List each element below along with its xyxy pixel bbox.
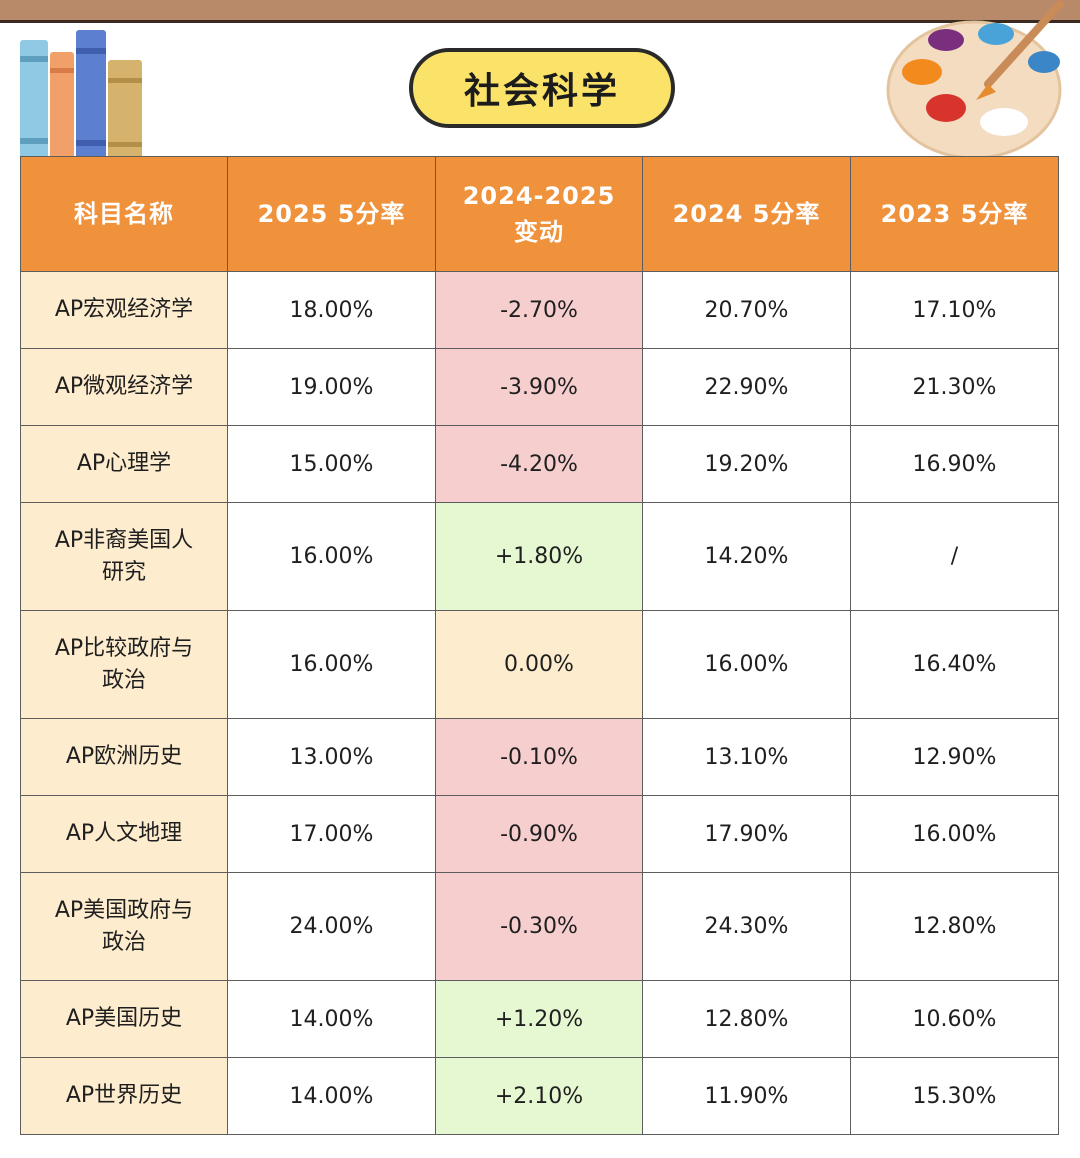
change-cell: +2.10% [435, 1057, 643, 1135]
header-2023-rate: 2023 5分率 [850, 156, 1059, 272]
subject-cell: AP心理学 [20, 425, 228, 503]
header-2024-rate: 2024 5分率 [642, 156, 851, 272]
rate-2025-cell: 14.00% [227, 980, 436, 1058]
table-row: AP欧洲历史 13.00% -0.10% 13.10% 12.90% [20, 718, 1059, 796]
rate-2025-cell: 14.00% [227, 1057, 436, 1135]
rate-2024-cell: 24.30% [642, 872, 851, 981]
books-icon [20, 30, 142, 162]
rate-2024-cell: 11.90% [642, 1057, 851, 1135]
rate-2024-cell: 12.80% [642, 980, 851, 1058]
subject-cell: AP人文地理 [20, 795, 228, 873]
change-cell: 0.00% [435, 610, 643, 719]
rate-2023-cell: 16.40% [850, 610, 1059, 719]
rate-2024-cell: 19.20% [642, 425, 851, 503]
rate-2025-cell: 15.00% [227, 425, 436, 503]
rate-2023-cell: 16.90% [850, 425, 1059, 503]
rate-2024-cell: 17.90% [642, 795, 851, 873]
rate-2023-cell: 10.60% [850, 980, 1059, 1058]
rate-2025-cell: 24.00% [227, 872, 436, 981]
header-subject: 科目名称 [20, 156, 228, 272]
table-body: AP宏观经济学 18.00% -2.70% 20.70% 17.10% AP微观经济学 19… [20, 271, 1059, 1135]
rate-2024-cell: 22.90% [642, 348, 851, 426]
subject-cell: AP非裔美国人 研究 [20, 502, 228, 611]
change-cell: -0.10% [435, 718, 643, 796]
subject-cell: AP美国历史 [20, 980, 228, 1058]
table-row: AP美国历史 14.00% +1.20% 12.80% 10.60% [20, 980, 1059, 1058]
rate-2025-cell: 18.00% [227, 271, 436, 349]
rate-2023-cell: / [850, 502, 1059, 611]
subject-cell: AP美国政府与 政治 [20, 872, 228, 981]
change-cell: +1.20% [435, 980, 643, 1058]
rate-2024-cell: 14.20% [642, 502, 851, 611]
change-cell: -0.90% [435, 795, 643, 873]
change-cell: -3.90% [435, 348, 643, 426]
table-row: AP非裔美国人 研究 16.00% +1.80% 14.20% / [20, 502, 1059, 611]
change-cell: -4.20% [435, 425, 643, 503]
table-row: AP美国政府与 政治 24.00% -0.30% 24.30% 12.80% [20, 872, 1059, 981]
palette-icon [886, 0, 1064, 160]
rate-2023-cell: 15.30% [850, 1057, 1059, 1135]
rate-2024-cell: 16.00% [642, 610, 851, 719]
header-change: 2024-2025 变动 [435, 156, 643, 272]
subject-cell: AP世界历史 [20, 1057, 228, 1135]
subject-cell: AP微观经济学 [20, 348, 228, 426]
change-cell: -2.70% [435, 271, 643, 349]
rate-2024-cell: 13.10% [642, 718, 851, 796]
rate-2025-cell: 19.00% [227, 348, 436, 426]
rate-2025-cell: 16.00% [227, 502, 436, 611]
rate-2024-cell: 20.70% [642, 271, 851, 349]
table-row: AP宏观经济学 18.00% -2.70% 20.70% 17.10% [20, 271, 1059, 349]
table-row: AP微观经济学 19.00% -3.90% 22.90% 21.30% [20, 348, 1059, 426]
table-header-row: 科目名称 2025 5分率 2024-2025 变动 2024 5分率 2023… [20, 156, 1059, 272]
header-2025-rate: 2025 5分率 [227, 156, 436, 272]
subject-cell: AP宏观经济学 [20, 271, 228, 349]
rate-2025-cell: 16.00% [227, 610, 436, 719]
rate-2023-cell: 12.80% [850, 872, 1059, 981]
pass-rate-table: 科目名称 2025 5分率 2024-2025 变动 2024 5分率 2023… [20, 156, 1059, 1135]
change-cell: -0.30% [435, 872, 643, 981]
table-row: AP心理学 15.00% -4.20% 19.20% 16.90% [20, 425, 1059, 503]
rate-2025-cell: 13.00% [227, 718, 436, 796]
rate-2023-cell: 16.00% [850, 795, 1059, 873]
table-row: AP世界历史 14.00% +2.10% 11.90% 15.30% [20, 1057, 1059, 1135]
subject-cell: AP欧洲历史 [20, 718, 228, 796]
top-border-bar [0, 0, 1080, 23]
table-row: AP比较政府与 政治 16.00% 0.00% 16.00% 16.40% [20, 610, 1059, 719]
rate-2023-cell: 12.90% [850, 718, 1059, 796]
rate-2023-cell: 21.30% [850, 348, 1059, 426]
change-cell: +1.80% [435, 502, 643, 611]
table-row: AP人文地理 17.00% -0.90% 17.90% 16.00% [20, 795, 1059, 873]
rate-2025-cell: 17.00% [227, 795, 436, 873]
page-title: 社会科学 [409, 48, 675, 128]
subject-cell: AP比较政府与 政治 [20, 610, 228, 719]
rate-2023-cell: 17.10% [850, 271, 1059, 349]
